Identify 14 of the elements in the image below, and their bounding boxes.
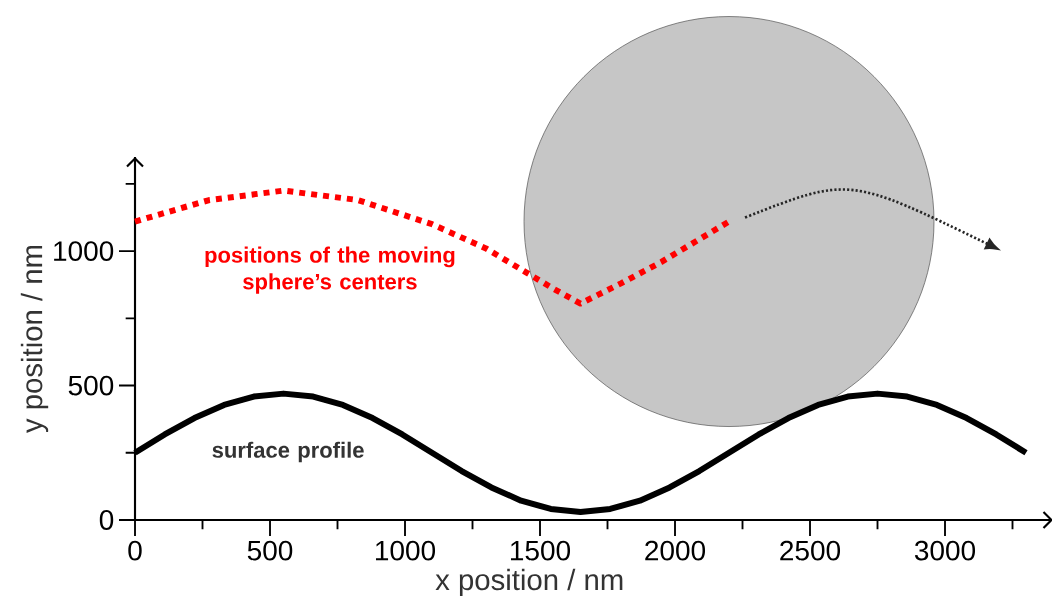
y-tick-label: 0 <box>99 510 114 530</box>
x-axis-title: x position / nm <box>435 568 623 597</box>
y-axis-title: y position / nm <box>20 245 49 433</box>
x-tick-label: 0 <box>128 540 142 561</box>
x-tick-label: 2500 <box>780 540 841 561</box>
x-tick-label: 500 <box>247 540 293 561</box>
x-tick-label: 3000 <box>914 540 976 561</box>
series-label: positions of the moving sphere’s centers <box>205 246 455 294</box>
x-tick-label: 2000 <box>645 540 706 561</box>
series-label: surface profile <box>212 441 364 463</box>
y-tick-label: 1000 <box>54 241 114 262</box>
x-tick-label: 1000 <box>375 540 436 561</box>
y-tick-label: 500 <box>68 375 114 396</box>
x-tick-label: 1500 <box>510 540 571 561</box>
